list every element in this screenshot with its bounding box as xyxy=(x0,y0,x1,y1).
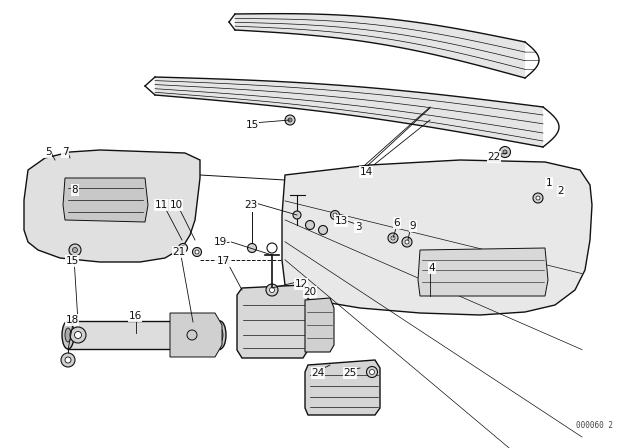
Ellipse shape xyxy=(533,193,543,203)
Text: 000060 2: 000060 2 xyxy=(577,421,614,430)
Polygon shape xyxy=(305,360,380,415)
Text: 9: 9 xyxy=(410,221,416,231)
Polygon shape xyxy=(170,313,222,357)
Ellipse shape xyxy=(333,213,337,217)
Ellipse shape xyxy=(391,236,395,240)
Ellipse shape xyxy=(61,353,75,367)
Ellipse shape xyxy=(293,211,301,219)
Text: 7: 7 xyxy=(61,147,68,157)
Ellipse shape xyxy=(288,118,292,122)
Text: 10: 10 xyxy=(170,200,182,210)
Text: 4: 4 xyxy=(429,263,435,273)
Ellipse shape xyxy=(248,244,257,253)
Ellipse shape xyxy=(69,244,81,256)
Ellipse shape xyxy=(195,250,199,254)
Ellipse shape xyxy=(193,247,202,257)
Ellipse shape xyxy=(181,246,185,250)
Text: 5: 5 xyxy=(45,147,51,157)
Text: 11: 11 xyxy=(154,200,168,210)
Ellipse shape xyxy=(217,328,223,342)
Ellipse shape xyxy=(62,321,74,349)
Polygon shape xyxy=(282,160,592,315)
Ellipse shape xyxy=(267,243,277,253)
Text: 19-: 19- xyxy=(214,237,230,247)
Text: 18: 18 xyxy=(65,315,79,325)
Ellipse shape xyxy=(305,220,314,229)
Ellipse shape xyxy=(369,370,374,375)
Ellipse shape xyxy=(74,332,81,339)
Ellipse shape xyxy=(65,328,71,342)
Text: 24: 24 xyxy=(312,368,324,378)
Text: 17: 17 xyxy=(216,256,230,266)
Text: 25: 25 xyxy=(344,368,356,378)
Polygon shape xyxy=(63,178,148,222)
Ellipse shape xyxy=(65,357,71,363)
Polygon shape xyxy=(237,285,308,358)
Text: 23: 23 xyxy=(244,200,258,210)
Polygon shape xyxy=(235,13,525,78)
Polygon shape xyxy=(305,298,334,352)
Ellipse shape xyxy=(499,146,511,158)
Text: 22: 22 xyxy=(488,152,500,162)
Text: 12: 12 xyxy=(294,279,308,289)
Polygon shape xyxy=(418,248,548,296)
Ellipse shape xyxy=(536,196,540,200)
Ellipse shape xyxy=(503,150,507,154)
Ellipse shape xyxy=(214,321,226,349)
Polygon shape xyxy=(155,77,543,147)
Ellipse shape xyxy=(402,237,412,247)
Text: 13: 13 xyxy=(334,216,348,226)
Ellipse shape xyxy=(285,115,295,125)
Text: 2: 2 xyxy=(557,186,564,196)
Ellipse shape xyxy=(319,225,328,234)
Ellipse shape xyxy=(330,211,339,220)
Text: 15: 15 xyxy=(245,120,259,130)
Text: 21: 21 xyxy=(172,247,186,257)
Ellipse shape xyxy=(70,327,86,343)
Ellipse shape xyxy=(367,366,378,378)
Text: 15: 15 xyxy=(65,256,79,266)
Text: 8: 8 xyxy=(72,185,78,195)
Ellipse shape xyxy=(179,244,188,253)
Ellipse shape xyxy=(405,240,409,244)
Ellipse shape xyxy=(388,233,398,243)
Text: 20: 20 xyxy=(303,287,317,297)
Polygon shape xyxy=(68,321,220,349)
Text: 14: 14 xyxy=(360,167,372,177)
Ellipse shape xyxy=(266,284,278,296)
Text: 6: 6 xyxy=(394,218,400,228)
Text: 16: 16 xyxy=(129,311,141,321)
Ellipse shape xyxy=(269,288,275,293)
Polygon shape xyxy=(24,150,200,262)
Ellipse shape xyxy=(187,330,197,340)
Text: 1: 1 xyxy=(546,178,552,188)
Ellipse shape xyxy=(72,247,77,253)
Text: 3: 3 xyxy=(355,222,362,232)
